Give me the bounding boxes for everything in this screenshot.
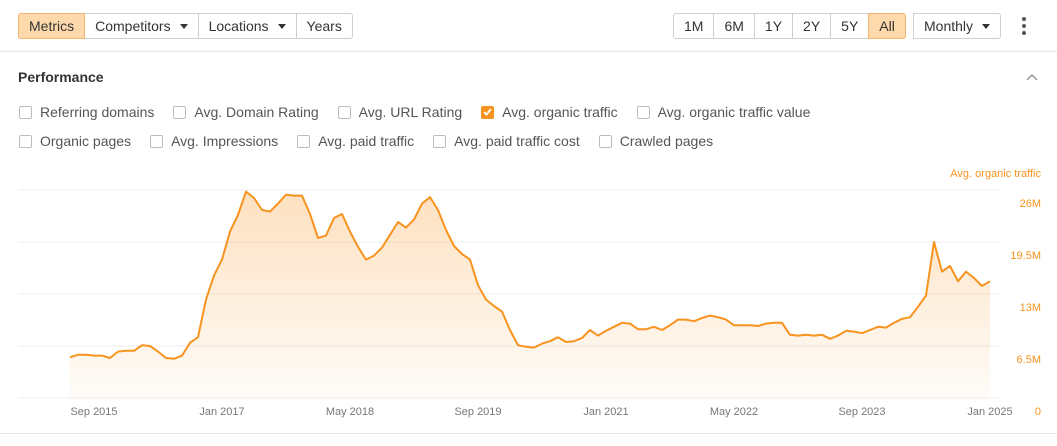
checkbox[interactable] <box>150 134 164 148</box>
metric-checkbox[interactable]: Avg. Impressions <box>150 132 278 150</box>
button-label: Monthly <box>924 18 974 34</box>
button[interactable]: Metrics <box>18 13 86 39</box>
divider <box>0 433 1057 434</box>
x-tick-label: May 2018 <box>326 406 374 418</box>
metric-checkbox[interactable]: Referring domains <box>19 103 154 121</box>
y-tick-label: 13M <box>1020 302 1041 314</box>
metric-label: Avg. Impressions <box>171 133 279 149</box>
metric-checkbox[interactable]: Avg. URL Rating <box>337 103 463 121</box>
metric-checkbox[interactable]: Avg. paid traffic cost <box>433 132 580 150</box>
button-label: 1Y <box>764 18 783 34</box>
x-tick-label: Sep 2015 <box>70 406 117 418</box>
section-title: Performance <box>18 69 104 85</box>
more-menu[interactable] <box>1016 16 1032 36</box>
x-tick-label: Jan 2025 <box>967 406 1012 418</box>
metric-label: Avg. paid traffic cost <box>454 133 580 149</box>
button[interactable]: 2Y <box>792 13 832 39</box>
metric-label: Avg. URL Rating <box>358 104 463 120</box>
interval-select: Monthly <box>913 13 1002 39</box>
metric-checkbox[interactable]: Crawled pages <box>598 132 714 150</box>
metric-checkbox[interactable]: Avg. organic traffic value <box>636 103 811 121</box>
metric-label: Avg. organic traffic <box>502 104 618 120</box>
metric-checkbox[interactable]: Avg. organic traffic <box>481 103 618 121</box>
button-label: 6M <box>724 18 744 34</box>
metric-checkboxes: Referring domains Avg. Domain Rating Avg. … <box>19 103 949 150</box>
button-label: Years <box>306 18 342 34</box>
x-tick-label: Sep 2019 <box>454 406 501 418</box>
checkbox[interactable] <box>297 134 311 148</box>
checkbox[interactable] <box>636 105 650 119</box>
button-label: 2Y <box>803 18 821 34</box>
dropdown-caret <box>277 23 286 29</box>
button-label: Competitors <box>95 18 171 34</box>
button[interactable]: All <box>868 13 906 39</box>
button-label: 1M <box>684 18 704 34</box>
y-axis-label: Avg. organic traffic <box>950 168 1041 180</box>
metric-checkbox[interactable]: Organic pages <box>19 132 131 150</box>
y-tick-label: 6.5M <box>1017 354 1041 366</box>
checkbox[interactable] <box>19 134 32 148</box>
button-label: Locations <box>208 18 269 34</box>
button[interactable]: 6M <box>713 13 755 39</box>
y-tick-label: 19.5M <box>1010 250 1041 262</box>
button[interactable]: 1M <box>673 13 715 39</box>
checkbox[interactable] <box>481 105 495 119</box>
button[interactable]: Monthly <box>913 13 1002 39</box>
button-label: 5Y <box>841 18 859 34</box>
dropdown-caret <box>179 23 188 29</box>
checkbox[interactable] <box>19 105 32 119</box>
metric-label: Avg. Domain Rating <box>194 104 319 120</box>
metric-tabs: Metrics Competitors Locations Years <box>18 13 353 39</box>
button[interactable]: Locations <box>197 13 297 39</box>
metric-label: Referring domains <box>40 104 155 120</box>
x-tick-label: Jan 2017 <box>199 406 244 418</box>
button[interactable]: Years <box>295 13 353 39</box>
button-label: Metrics <box>29 18 75 34</box>
metric-label: Crawled pages <box>619 133 714 149</box>
metric-label: Avg. organic traffic value <box>657 104 811 120</box>
metric-label: Avg. paid traffic <box>318 133 415 149</box>
checkbox[interactable] <box>173 105 187 119</box>
divider <box>0 51 1057 52</box>
button-label: All <box>879 18 895 34</box>
collapse-chevron[interactable] <box>1024 71 1040 83</box>
metric-checkbox[interactable]: Avg. paid traffic <box>297 132 414 150</box>
x-tick-label: Sep 2023 <box>838 406 885 418</box>
line <box>69 190 991 360</box>
checkbox[interactable] <box>337 105 351 119</box>
checkbox[interactable] <box>598 134 612 148</box>
x-tick-label: Jan 2021 <box>583 406 628 418</box>
metric-checkbox[interactable]: Avg. Domain Rating <box>173 103 319 121</box>
checkbox[interactable] <box>433 134 447 148</box>
dropdown-caret <box>982 23 991 29</box>
area-fill <box>70 191 990 398</box>
y-tick-label: 0 <box>1035 406 1041 418</box>
x-tick-label: May 2022 <box>710 406 758 418</box>
range-tabs: 1M 6M 1Y 2Y 5Y All <box>673 13 906 39</box>
button[interactable]: 1Y <box>753 13 794 39</box>
check-mark <box>483 108 492 116</box>
y-tick-label: 26M <box>1020 198 1041 210</box>
metric-label: Organic pages <box>40 133 132 149</box>
